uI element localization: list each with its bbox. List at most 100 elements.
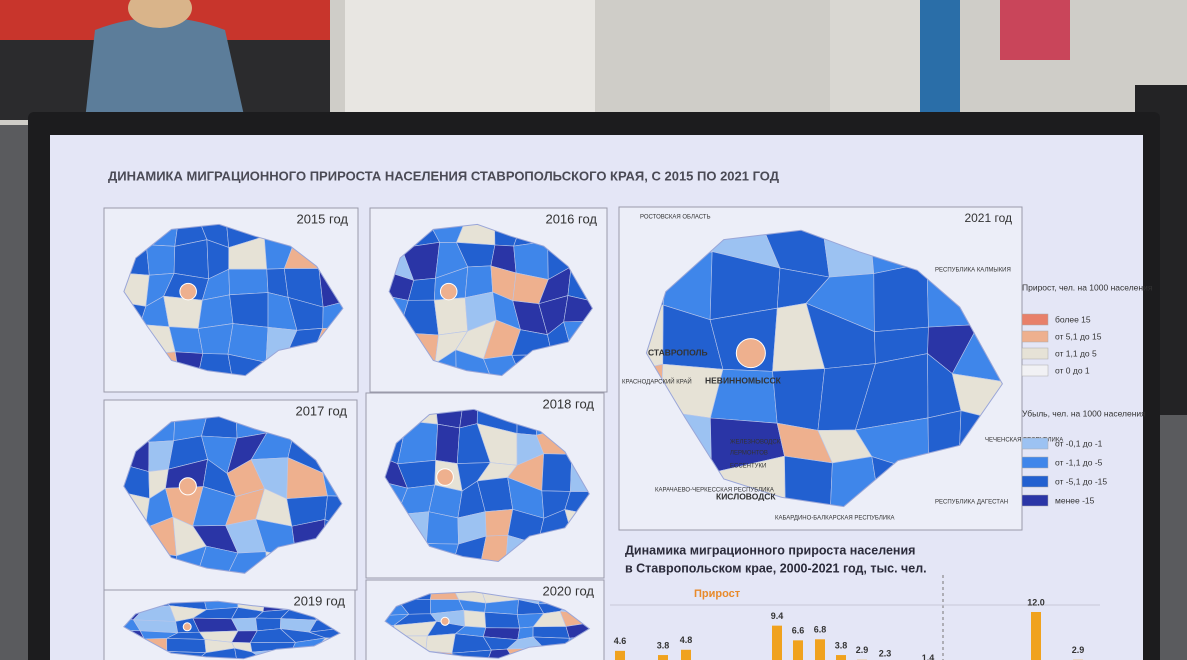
legend-title: Убыль, чел. на 1000 населения — [1022, 408, 1146, 418]
legend-swatch — [1021, 364, 1049, 377]
region — [166, 638, 207, 653]
bar — [615, 650, 625, 660]
bar — [658, 655, 668, 660]
person-head — [128, 0, 192, 28]
legend-swatch — [1021, 437, 1049, 450]
bar-value-label: 2.3 — [879, 648, 892, 658]
bar-value-label: 4.6 — [614, 636, 627, 646]
curtain — [1000, 0, 1070, 60]
legend-swatch — [1021, 494, 1049, 507]
map-label: РЕСПУБЛИКА КАЛМЫКИЯ — [935, 268, 1011, 274]
bar — [681, 649, 691, 660]
map-label: ЖЕЛЕЗНОВОДСК — [730, 440, 781, 446]
pillar — [345, 0, 595, 118]
city-marker — [440, 616, 450, 626]
map-label: РОСТОВСКАЯ ОБЛАСТЬ — [640, 215, 711, 221]
map-year: 2018 год — [542, 396, 594, 411]
bar-value-label: 1.4 — [922, 653, 935, 660]
legend-label: менее -15 — [1055, 495, 1095, 505]
region — [463, 609, 487, 628]
map-label: НЕВИННОМЫССК — [705, 375, 782, 385]
map-year: 2020 год — [542, 583, 594, 598]
region — [435, 423, 460, 464]
map-year: 2021 год — [964, 211, 1012, 225]
region — [433, 297, 468, 336]
chart-title: в Ставропольском крае, 2000-2021 год, ты… — [625, 561, 927, 575]
map-border — [388, 223, 593, 377]
map-border — [645, 229, 1003, 508]
region — [425, 633, 456, 654]
map-label: ЛЕРМОНТОВ — [730, 451, 768, 457]
legend-label: от 5,1 до 15 — [1055, 331, 1102, 341]
region — [541, 453, 573, 492]
bar-value-label: 2.9 — [856, 645, 869, 655]
legend-label: от -5,1 до -15 — [1055, 476, 1107, 486]
screen-title: ДИНАМИКА МИГРАЦИОННОГО ПРИРОСТА НАСЕЛЕНИ… — [108, 168, 780, 183]
person — [85, 17, 245, 120]
region — [229, 292, 269, 328]
legend-swatch — [1021, 313, 1049, 326]
map-border — [384, 408, 590, 563]
map-border — [123, 416, 343, 574]
region — [484, 611, 521, 629]
bar-value-label: 3.8 — [835, 640, 848, 650]
region — [451, 649, 492, 659]
legend-swatch — [1021, 475, 1049, 488]
bar — [836, 655, 846, 660]
bar-value-label: 6.6 — [792, 626, 805, 636]
region — [197, 323, 234, 355]
map-label: КАБАРДИНО-БАЛКАРСКАЯ РЕСПУБЛИКА — [775, 516, 895, 522]
legend-label: от -0,1 до -1 — [1055, 438, 1103, 448]
legend-label: от -1,1 до -5 — [1055, 457, 1103, 467]
region — [228, 268, 269, 296]
city-marker — [182, 622, 192, 632]
legend-swatch — [1021, 330, 1049, 343]
map-year: 2016 год — [545, 211, 597, 226]
region — [163, 295, 203, 329]
bar-value-label: 9.4 — [771, 611, 784, 621]
region — [483, 354, 525, 376]
map-year: 2019 год — [293, 593, 345, 608]
chart-legend: Прирост — [694, 588, 741, 600]
map-label: КИСЛОВОДСК — [716, 491, 776, 501]
region — [173, 239, 209, 280]
map-border — [123, 600, 341, 660]
bar — [793, 640, 803, 660]
bar-value-label: 3.8 — [657, 640, 670, 650]
city-marker — [179, 282, 197, 301]
legend-label: более 15 — [1055, 314, 1091, 324]
map-border — [384, 591, 591, 659]
bar-value-label: 2.9 — [1072, 645, 1085, 655]
bar-value-label: 4.8 — [680, 635, 693, 645]
bar — [815, 639, 825, 660]
map-label: ЕССЕНТУКИ — [730, 464, 766, 470]
map-label: КАРАЧАЕВО-ЧЕРКЕССКАЯ РЕСПУБЛИКА — [655, 488, 774, 494]
city-marker — [735, 338, 766, 369]
legend-label: от 0 до 1 — [1055, 365, 1090, 375]
legend-title: Прирост, чел. на 1000 населения — [1022, 282, 1153, 292]
bar-value-label: 6.8 — [814, 625, 827, 635]
city-marker — [436, 468, 454, 486]
map-label: СТАВРОПОЛЬ — [648, 347, 708, 357]
map-label: РЕСПУБЛИКА ДАГЕСТАН — [935, 500, 1008, 506]
map-year: 2017 год — [295, 403, 347, 418]
chart-title: Динамика миграционного прироста населени… — [625, 543, 915, 557]
bar — [772, 625, 782, 660]
map-year: 2015 год — [296, 211, 348, 226]
city-marker — [178, 477, 197, 496]
door — [830, 0, 920, 120]
bar — [1031, 612, 1041, 660]
legend-swatch — [1021, 456, 1049, 469]
region — [192, 617, 239, 633]
region — [197, 294, 234, 329]
city-marker — [439, 282, 458, 301]
legend-label: от 1,1 до 5 — [1055, 348, 1097, 358]
region — [145, 244, 176, 276]
bar-value-label: 12.0 — [1027, 597, 1045, 607]
map-border — [123, 223, 344, 377]
region — [532, 626, 570, 639]
legend-swatch — [1021, 347, 1049, 360]
map-label: КРАСНОДАРСКИЙ КРАЙ — [622, 378, 692, 386]
